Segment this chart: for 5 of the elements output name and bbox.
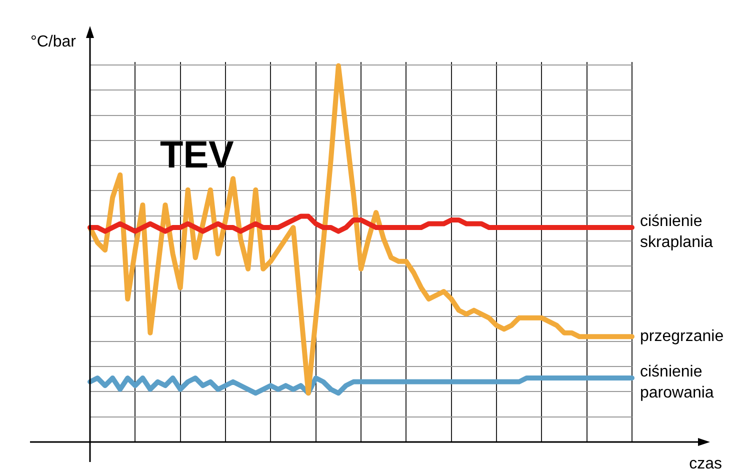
series-label: ciśnienie skraplania: [640, 212, 714, 251]
series-label: ciśnienie parowania: [640, 363, 714, 402]
x-axis-title: czas: [689, 455, 722, 472]
y-axis-title: °C/bar: [30, 33, 77, 50]
series-label: przegrzanie: [640, 328, 724, 346]
